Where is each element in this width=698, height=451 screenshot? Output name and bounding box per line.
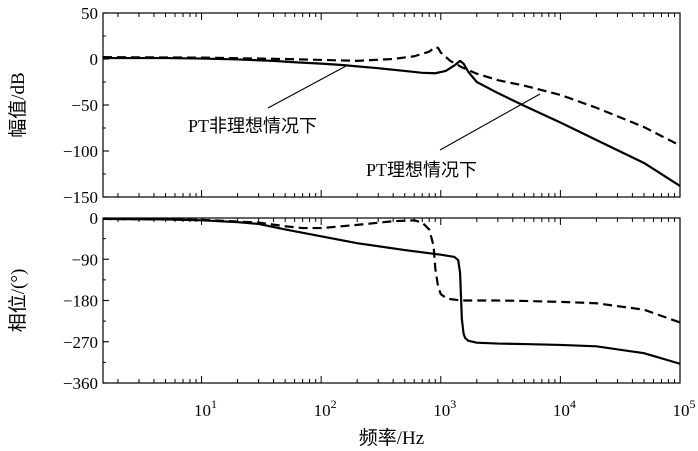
xtick-label-base: 10 [553, 401, 570, 420]
magnitude-panel: 50 0 −50 −100 −150 幅值/dB PT非理想情况下 PT理想情况下 [7, 4, 681, 207]
phase-series-solid-line [102, 217, 681, 365]
magnitude-ytick-label: −100 [63, 142, 98, 161]
xtick-label-exponent: 5 [690, 397, 696, 411]
xtick-label: 104 [553, 397, 576, 420]
xtick-label-base: 10 [314, 401, 331, 420]
xtick-label: 101 [194, 397, 217, 420]
phase-ytick-label: 0 [90, 209, 99, 228]
xtick-label-exponent: 2 [331, 397, 337, 411]
magnitude-ytick-label: 0 [90, 50, 99, 69]
xlabel: 频率/Hz [359, 427, 424, 449]
magnitude-ytick-label: −50 [71, 96, 98, 115]
magnitude-series-dashed-line [102, 45, 681, 147]
phase-ytick-label: −360 [63, 374, 98, 393]
magnitude-ytick-label: 50 [81, 4, 98, 23]
xtick-label-base: 10 [673, 401, 690, 420]
annotation-leader-ideal [439, 93, 541, 151]
magnitude-ylabel: 幅值/dB [7, 72, 29, 137]
phase-ylabel: 相位/(°) [7, 269, 29, 333]
phase-series-dashed-line [102, 217, 681, 324]
magnitude-series-solid-line [103, 56, 681, 187]
annotation-leader-nonideal [267, 65, 347, 109]
phase-ytick-label: −90 [71, 250, 98, 269]
xtick-label-base: 10 [433, 401, 450, 420]
annotation-nonideal: PT非理想情况下 [188, 116, 317, 136]
xtick-label: 102 [314, 397, 337, 420]
xtick-label: 103 [433, 397, 456, 420]
xtick-label: 105 [673, 397, 696, 420]
xtick-label-exponent: 1 [211, 397, 217, 411]
annotation-ideal: PT理想情况下 [366, 160, 477, 180]
phase-axes-frame [102, 217, 681, 384]
xtick-label-exponent: 4 [570, 397, 576, 411]
xtick-label-base: 10 [194, 401, 211, 420]
phase-ytick-label: −270 [63, 333, 98, 352]
magnitude-ytick-label: −150 [63, 188, 98, 207]
xtick-label-exponent: 3 [450, 397, 456, 411]
phase-ytick-label: −180 [63, 292, 98, 311]
